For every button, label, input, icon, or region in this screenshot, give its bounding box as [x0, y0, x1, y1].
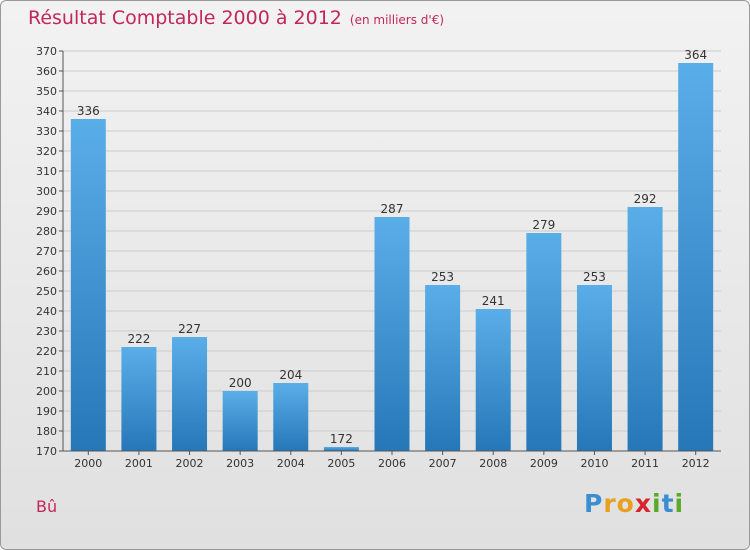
x-tick-label-2003: 2003 [226, 457, 254, 470]
x-tick-label-2009: 2009 [530, 457, 558, 470]
logo-letter: P [584, 489, 604, 518]
x-tick-label-2000: 2000 [74, 457, 102, 470]
y-tick-label: 170 [36, 445, 57, 458]
x-tick-label-2012: 2012 [682, 457, 710, 470]
chart-subtitle: (en milliers d'€) [349, 13, 445, 27]
data-label-2007: 253 [431, 270, 454, 284]
y-tick-label: 220 [36, 345, 57, 358]
x-axis: 2000 2001 2002 2003 2004 2005 2006 2007 2008 2009… [63, 450, 721, 470]
logo-letter: t [661, 489, 675, 518]
chart-title: Résultat Comptable 2000 à 2012 [28, 7, 342, 29]
bar-2005 [323, 447, 359, 451]
y-axis: 170 180 190 200 210 220 230 240 250 260 270 280 290 3… [36, 45, 64, 458]
x-tick-label-2008: 2008 [479, 457, 507, 470]
y-tick-label: 270 [36, 245, 57, 258]
data-label-2008: 241 [482, 294, 505, 308]
data-label-2002: 227 [178, 322, 201, 336]
y-tick-label: 210 [36, 365, 57, 378]
data-label-2001: 222 [127, 332, 150, 346]
x-tick-label-2002: 2002 [176, 457, 204, 470]
bar-2004 [273, 383, 309, 451]
bar-2006 [374, 217, 410, 451]
y-tick-label: 190 [36, 405, 57, 418]
bar-2012 [678, 63, 714, 451]
commune-name: Bû [36, 497, 58, 516]
y-tick-label: 280 [36, 225, 57, 238]
x-tick-label-2007: 2007 [429, 457, 457, 470]
x-tick-label-2006: 2006 [378, 457, 406, 470]
data-label-2011: 292 [634, 192, 657, 206]
y-tick-label: 370 [36, 45, 57, 58]
y-tick-label: 360 [36, 65, 57, 78]
chart-title-line: Résultat Comptable 2000 à 2012 (en millie… [28, 7, 444, 29]
data-label-2009: 279 [532, 218, 555, 232]
bar-2010 [576, 285, 612, 451]
x-tick-label-2010: 2010 [580, 457, 608, 470]
y-tick-label: 260 [36, 265, 57, 278]
x-tick-label-2011: 2011 [631, 457, 659, 470]
y-tick-label: 320 [36, 145, 57, 158]
y-tick-label: 300 [36, 185, 57, 198]
y-tick-label: 340 [36, 105, 57, 118]
data-labels: 336 222 227 200 204 172 287 253 241 279 253 292 364 [77, 48, 707, 446]
data-label-2012: 364 [684, 48, 707, 62]
data-label-2004: 204 [279, 368, 302, 382]
data-label-2003: 200 [229, 376, 252, 390]
bar-2001 [121, 347, 157, 451]
y-tick-label: 250 [36, 285, 57, 298]
logo-letter: x [634, 489, 652, 518]
y-tick-label: 200 [36, 385, 57, 398]
y-tick-label: 350 [36, 85, 57, 98]
data-label-2000: 336 [77, 104, 100, 118]
bar-2009 [526, 233, 562, 451]
y-tick-label: 230 [36, 325, 57, 338]
bar-2011 [627, 207, 663, 451]
y-tick-label: 330 [36, 125, 57, 138]
bar-2007 [425, 285, 461, 451]
data-label-2006: 287 [381, 202, 404, 216]
y-tick-label: 180 [36, 425, 57, 438]
logo-letter: i [674, 489, 685, 518]
x-tick-label-2001: 2001 [125, 457, 153, 470]
logo-letter: i [652, 489, 662, 518]
bar-2003 [222, 391, 258, 451]
data-label-2005: 172 [330, 432, 353, 446]
y-tick-label: 290 [36, 205, 57, 218]
data-label-2010: 253 [583, 270, 606, 284]
y-tick-label: 310 [36, 165, 57, 178]
bar-2002 [172, 337, 208, 451]
y-tick-label: 240 [36, 305, 57, 318]
proxiti-logo: Proxiti [584, 489, 684, 518]
x-tick-label-2004: 2004 [277, 457, 305, 470]
bar-2000 [70, 119, 106, 451]
x-tick-label-2005: 2005 [327, 457, 355, 470]
bars [70, 63, 714, 451]
logo-letter: o [616, 489, 635, 518]
bar-2008 [475, 309, 511, 451]
logo-letter: r [603, 489, 617, 518]
